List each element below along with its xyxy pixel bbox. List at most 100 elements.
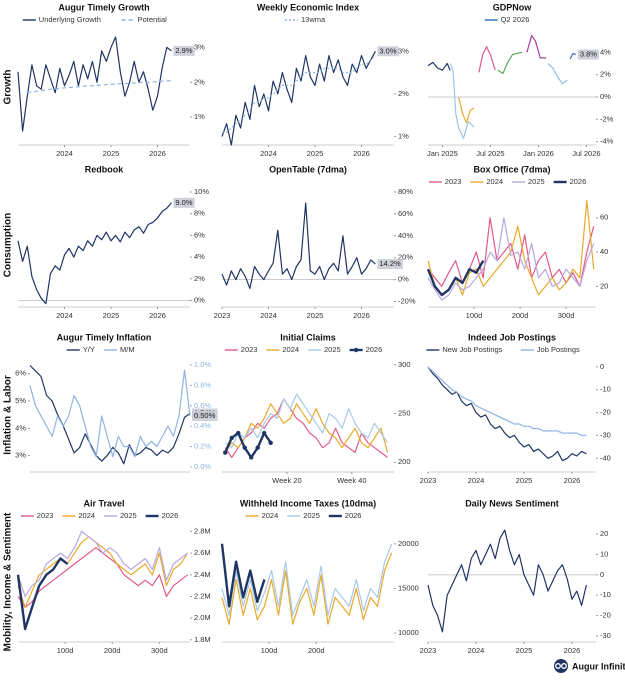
- x-tick-label: 2025: [516, 646, 533, 655]
- y-tick-label: 2%: [600, 70, 611, 79]
- y-tick-label: 2%: [194, 274, 205, 283]
- end-label: 3.0%: [379, 46, 396, 55]
- x-tick-label: 2024: [56, 149, 73, 158]
- chart-title: Redbook: [85, 164, 124, 174]
- end-label-box: [377, 259, 403, 270]
- legend-label: Job Postings: [537, 345, 580, 354]
- y-tick-label: 0%: [600, 92, 611, 101]
- y-tick-label: -20: [600, 408, 611, 417]
- x-tick-label: 2024: [260, 149, 277, 158]
- y2-tick-label: 0.6%: [194, 401, 211, 410]
- legend-label: 2026: [162, 511, 179, 520]
- legend-label: 2026: [366, 345, 383, 354]
- legend-label: Potential: [138, 15, 168, 24]
- marker: [229, 435, 234, 441]
- series-line: [16, 557, 69, 631]
- x-tick-label: 300d: [151, 646, 168, 655]
- x-tick-label: 2026: [353, 311, 370, 320]
- end-label-box: [173, 45, 195, 56]
- end-label-box: [377, 46, 399, 57]
- y-tick-label: 4%: [15, 423, 26, 432]
- legend-label: M/M: [120, 345, 135, 354]
- x-tick-label: 2025: [103, 311, 120, 320]
- row-label: Consumption: [3, 213, 14, 277]
- end-label: 3.8%: [580, 50, 597, 59]
- y2-tick-label: 0.8%: [194, 380, 211, 389]
- row-label: Inflation & Labor: [3, 375, 14, 455]
- x-tick-label: Week 20: [272, 476, 301, 485]
- row-label: Mobility, Income & Sentiment: [3, 512, 14, 651]
- series-line: [427, 529, 587, 633]
- y-tick-label: -40: [600, 453, 611, 462]
- x-tick-label: 200d: [104, 646, 121, 655]
- x-tick-label: Jul 2026: [572, 149, 600, 158]
- series-line: [220, 543, 266, 608]
- x-tick-label: 2026: [353, 149, 370, 158]
- x-tick-label: 2024: [468, 646, 485, 655]
- chart-title: OpenTable (7dma): [269, 164, 347, 174]
- series-line: [427, 61, 451, 71]
- x-tick-label: 2025: [103, 149, 120, 158]
- y-tick-label: 60%: [398, 209, 413, 218]
- y-tick-label: 20000: [398, 539, 419, 548]
- y-tick-label: 2.6M: [194, 548, 211, 557]
- x-tick-label: 2023: [214, 311, 231, 320]
- end-label: 0.50%: [194, 411, 216, 420]
- end-label: 14.2%: [379, 259, 401, 268]
- x-tick-label: 300d: [558, 311, 575, 320]
- y-tick-label: 2.2M: [194, 591, 211, 600]
- series-line: [569, 52, 577, 60]
- marker: [242, 445, 247, 450]
- x-tick-label: 200d: [512, 311, 529, 320]
- x-tick-label: 2025: [307, 149, 324, 158]
- series-line: [449, 63, 475, 139]
- y-tick-label: 10000: [398, 628, 419, 637]
- x-tick-label: Week 40: [337, 476, 366, 485]
- y-tick-label: 200: [398, 457, 411, 466]
- legend-label: 2025: [303, 511, 320, 520]
- y-tick-label: 20: [600, 529, 608, 538]
- row-label: Growth: [3, 70, 14, 105]
- y-tick-label: 20: [600, 281, 608, 290]
- y-tick-label: 2%: [398, 89, 409, 98]
- series-line: [224, 398, 388, 458]
- y-tick-label: 20%: [398, 253, 413, 262]
- x-tick-label: 2024: [260, 311, 277, 320]
- x-tick-label: 2025: [516, 476, 533, 485]
- x-tick-label: 200d: [308, 646, 325, 655]
- chart-title: Initial Claims: [280, 332, 336, 342]
- y-tick-label: 3%: [398, 46, 409, 55]
- series-line: [17, 202, 172, 305]
- y-tick-label: -10: [600, 590, 611, 599]
- legend-label: 2026: [345, 511, 362, 520]
- series-line: [478, 46, 496, 73]
- legend-label: 2024: [262, 511, 279, 520]
- series-line: [224, 393, 389, 449]
- series-line: [27, 79, 172, 94]
- chart-title: Withheld Income Taxes (10dma): [240, 498, 376, 508]
- y-tick-label: 2.0M: [194, 613, 211, 622]
- x-tick-label: 2026: [149, 311, 166, 320]
- series-line: [17, 536, 189, 608]
- y-tick-label: 6%: [15, 369, 26, 378]
- y2-tick-label: 0.2%: [194, 442, 211, 451]
- y-tick-label: -20: [600, 611, 611, 620]
- x-tick-label: 2025: [307, 311, 324, 320]
- legend-label: 2023: [445, 177, 462, 186]
- legend-label: 2025: [324, 345, 341, 354]
- end-label-box: [192, 411, 218, 421]
- y-tick-label: 4%: [194, 252, 205, 261]
- end-label-box: [577, 49, 600, 60]
- marker: [236, 430, 241, 436]
- y-tick-label: 0: [600, 362, 604, 371]
- x-tick-label: Jan 2026: [523, 149, 554, 158]
- y-tick-label: 8%: [194, 209, 205, 218]
- y-tick-label: 80%: [398, 187, 413, 196]
- y-tick-label: 1%: [398, 131, 409, 140]
- marker: [261, 430, 267, 436]
- y-tick-label: 3%: [15, 451, 26, 460]
- y-tick-label: 40: [600, 247, 608, 256]
- marker: [255, 445, 260, 450]
- y-tick-label: 5%: [15, 396, 26, 405]
- y-tick-label: 10%: [194, 187, 209, 196]
